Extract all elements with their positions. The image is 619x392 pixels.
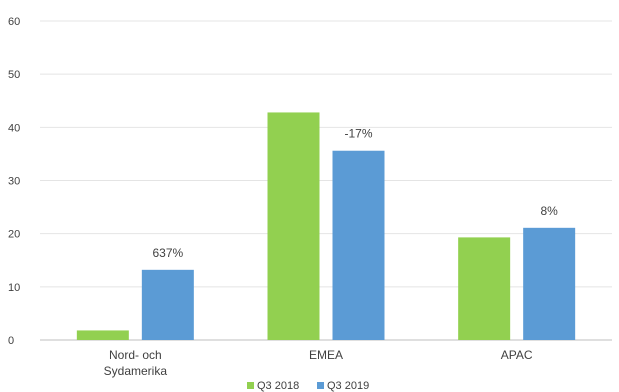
y-tick-label: 0 bbox=[8, 335, 14, 347]
legend-swatch bbox=[317, 382, 324, 389]
y-tick-label: 50 bbox=[8, 69, 20, 81]
data-label: 8% bbox=[540, 204, 558, 218]
y-tick-label: 20 bbox=[8, 229, 20, 241]
legend-label: Q3 2019 bbox=[327, 380, 369, 392]
y-tick-label: 60 bbox=[8, 16, 20, 28]
bar-q3-2019 bbox=[141, 269, 194, 340]
data-label: 637% bbox=[152, 246, 183, 260]
bar-q3-2019 bbox=[332, 150, 385, 340]
x-category-label: APAC bbox=[501, 348, 533, 362]
legend-label: Q3 2018 bbox=[257, 380, 299, 392]
y-tick-label: 30 bbox=[8, 176, 20, 188]
y-tick-label: 10 bbox=[8, 282, 20, 294]
x-category-label: EMEA bbox=[309, 348, 343, 362]
x-category-label: Nord- och bbox=[109, 348, 162, 362]
x-category-label: Sydamerika bbox=[104, 364, 168, 378]
bar-q3-2018 bbox=[458, 237, 511, 340]
bar-q3-2018 bbox=[76, 330, 129, 340]
legend-swatch bbox=[247, 382, 254, 389]
data-label: -17% bbox=[344, 127, 372, 141]
y-tick-label: 40 bbox=[8, 122, 20, 134]
bar-q3-2019 bbox=[523, 227, 576, 340]
bar-q3-2018 bbox=[267, 112, 320, 341]
